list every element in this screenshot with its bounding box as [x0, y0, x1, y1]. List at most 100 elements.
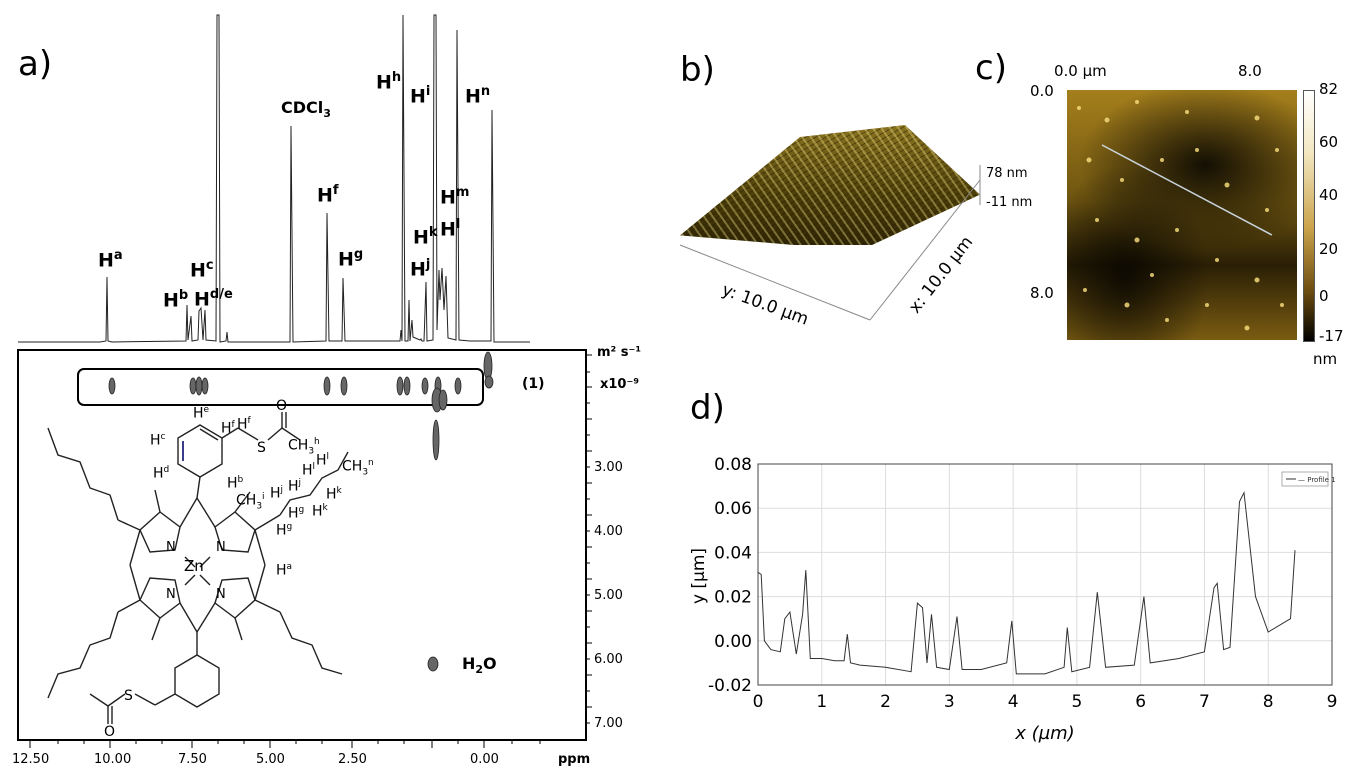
- x-tick-label: 0: [753, 692, 764, 712]
- colorbar-tick: -17: [1319, 327, 1344, 345]
- peak-label-b: Hb: [163, 288, 189, 312]
- dosy-y-tick: 7.00: [594, 716, 623, 731]
- proton-label: CH3i: [236, 492, 265, 512]
- colorbar-tick: 0: [1319, 287, 1329, 305]
- dosy-y-axis: [586, 354, 592, 724]
- y-tick-label: 0.04: [714, 543, 752, 563]
- dosy-x-tick: 10.00: [94, 752, 132, 767]
- proton-label: Hj: [288, 478, 302, 495]
- dosy-x-tick: 2.50: [338, 752, 367, 767]
- profile-series-line: [757, 490, 1296, 675]
- x-tick-label: 4: [1008, 692, 1019, 712]
- nmr-figure: [17, 14, 592, 748]
- peak-label-h: Hh: [376, 70, 402, 94]
- colorbar-tick: 20: [1319, 240, 1339, 258]
- peak-label-j: Hj: [410, 257, 431, 281]
- afm-2d-overlay: [1077, 100, 1284, 331]
- peak-label-g: Hg: [338, 247, 364, 271]
- proton-label: Ha: [276, 562, 293, 579]
- y-tick-label: 0.00: [714, 632, 752, 652]
- porphyrin-structure: [47, 412, 349, 724]
- sulfur-atom: S: [124, 688, 133, 704]
- x-tick-label: 8: [1263, 692, 1274, 712]
- n-atom: N: [166, 540, 176, 555]
- peak-label-l: Hl: [440, 217, 461, 241]
- dosy-y-tick: 4.00: [594, 524, 623, 539]
- dosy-x-tick: 7.50: [178, 752, 207, 767]
- x-tick-label: 2: [880, 692, 891, 712]
- peak-label-f: Hf: [317, 183, 339, 207]
- afm-3d-zmin: -11 nm: [986, 195, 1033, 210]
- profile-x-ticks: 0 1 2 3 4 5 6 7 8 9: [753, 692, 1338, 712]
- afm-2d-top-tick: 8.0: [1238, 62, 1262, 80]
- proton-label: Hb: [227, 475, 244, 492]
- dosy-unit-scale: x10⁻⁹: [600, 377, 640, 392]
- n-atom: N: [216, 587, 226, 602]
- compound-label: (1): [522, 376, 545, 392]
- nmr-1d-spectrum: [18, 14, 530, 343]
- x-tick-label: 1: [816, 692, 827, 712]
- dosy-cross-peaks: [108, 351, 494, 672]
- proton-label: Hg: [288, 505, 305, 522]
- colorbar-unit: nm: [1313, 350, 1338, 368]
- dosy-x-tick: 12.50: [12, 752, 50, 767]
- dosy-x-unit: ppm: [558, 752, 591, 767]
- peak-label-i: Hi: [410, 84, 431, 108]
- peak-label-m: Hm: [440, 185, 470, 209]
- afm-colorbar: [1303, 90, 1315, 342]
- x-tick-label: 6: [1135, 692, 1146, 712]
- water-label: H2O: [462, 654, 497, 677]
- afm-3d-axes: [679, 165, 981, 321]
- compound-box: [77, 368, 484, 406]
- proton-label: Hd: [153, 465, 170, 482]
- peak-label-a: Ha: [98, 248, 123, 272]
- profile-plot-area: [757, 463, 1333, 686]
- y-tick-label: 0.02: [714, 588, 752, 608]
- colorbar-tick: 60: [1319, 133, 1339, 151]
- y-tick-label: 0.08: [714, 455, 752, 475]
- profile-grid: [757, 463, 1333, 686]
- oxygen-atom: O: [276, 398, 288, 414]
- sulfur-atom: S: [257, 440, 266, 456]
- dosy-x-tick: 5.00: [256, 752, 285, 767]
- profile-y-ticks: -0.02 0.00 0.02 0.04 0.06 0.08: [708, 455, 752, 696]
- n-atom: N: [166, 587, 176, 602]
- dosy-unit-main: m² s⁻¹: [597, 345, 642, 360]
- proton-label: Hj: [270, 485, 284, 502]
- y-tick-label: -0.02: [708, 676, 752, 696]
- peak-label-cdcl3: CDCl3: [281, 98, 331, 121]
- colorbar-tick: 40: [1319, 186, 1339, 204]
- peak-label-k: Hk: [413, 225, 438, 249]
- profile-xlabel: x (µm): [1014, 723, 1074, 744]
- x-tick-label: 9: [1327, 692, 1338, 712]
- profile-chart: 0 1 2 3 4 5 6 7 8 9 -0.02 0.00 0.02 0.04 0.06 0.08 — P…: [690, 455, 1338, 744]
- afm-2d-top-tick: 0.0 µm: [1054, 62, 1107, 80]
- profile-ylabel: y [µm]: [690, 548, 709, 604]
- proton-label: Hk: [312, 503, 328, 520]
- dosy-x-axis: [29, 740, 541, 748]
- x-tick-label: 7: [1199, 692, 1210, 712]
- proton-label: Hf: [221, 420, 235, 437]
- oxygen-atom: O: [104, 724, 116, 740]
- x-tick-label: 5: [1071, 692, 1082, 712]
- y-tick-label: 0.06: [714, 499, 752, 519]
- afm-2d-image: [1067, 90, 1297, 340]
- afm-2d-left-tick: 0.0: [1030, 82, 1054, 100]
- dosy-y-tick: 3.00: [594, 460, 623, 475]
- metal-label: Zn: [184, 557, 204, 575]
- peak-label-n: Hn: [465, 84, 491, 108]
- proton-label: Hl: [302, 462, 316, 479]
- profile-legend: — Profile 1: [1281, 471, 1336, 487]
- proton-label: Hk: [326, 486, 342, 503]
- proton-label: CH3n: [342, 458, 374, 478]
- proton-label: CH3h: [288, 437, 320, 457]
- proton-label: Hf: [237, 416, 251, 433]
- dosy-y-tick: 6.00: [594, 652, 623, 667]
- panel-label-c: c): [975, 48, 1007, 88]
- x-tick-label: 3: [944, 692, 955, 712]
- dosy-y-tick: 5.00: [594, 588, 623, 603]
- panel-label-b: b): [680, 50, 715, 90]
- afm-3d-zmax: 78 nm: [986, 166, 1028, 181]
- panel-label-d: d): [690, 388, 725, 428]
- panel-label-a: a): [18, 44, 53, 84]
